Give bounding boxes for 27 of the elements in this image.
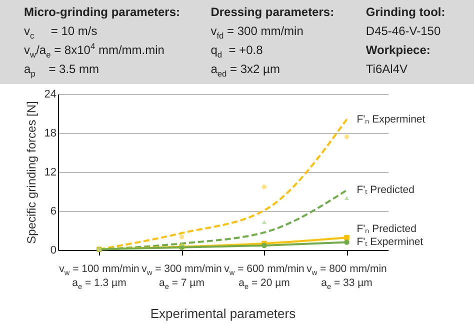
text: Ti6Al4V [366, 61, 408, 78]
text: Micro-grinding parameters: [24, 4, 182, 21]
x-tick-label: v$_{w}$ = 300 mm/min a$_{e}$ = 7 µm [142, 262, 222, 292]
series-label: F'ₙ Predicted [356, 223, 417, 236]
series-label: F'ₜ Experminet [356, 236, 424, 248]
text: a$_{ed}$ = 3x2 µm [210, 61, 281, 79]
y-tick-label: 18 [44, 128, 56, 140]
text: Dressing parameters: [210, 4, 336, 21]
text: q$_{d}$ = +0.8 [210, 42, 264, 60]
x-axis-title: Experimental parameters [149, 306, 297, 321]
y-tick-label: 0 [50, 244, 56, 256]
x-tick-label: v$_{w}$ = 600 mm/min a$_{e}$ = 20 µm [224, 262, 304, 292]
y-tick-label: 24 [44, 88, 56, 100]
text: v$_{c}$ = 10 m/s [24, 24, 98, 40]
text: v$_{w}$/a$_{e}$ = 8x10$^{4}$ mm/mm.min [24, 41, 166, 60]
text: a$_{p}$ = 3.5 mm [24, 62, 100, 78]
series-label: F'ₙ Experminet [356, 113, 426, 126]
text: D45-46-V-150 [366, 23, 442, 40]
y-tick-label: 12 [44, 166, 56, 178]
text: Workpiece: [366, 42, 432, 59]
text: Grinding tool: [366, 4, 446, 21]
x-tick-label: v$_{w}$ = 100 mm/min a$_{e}$ = 1.3 µm [59, 262, 140, 292]
series-label: F'ₜ Predicted [356, 184, 415, 196]
text: v$_{fd}$ = 300 mm/min [210, 23, 304, 41]
x-tick-label: v$_{w}$ = 800 mm/min a$_{e}$ = 33 µm [306, 262, 387, 292]
y-axis-title: Specific grinding forces [N] [24, 101, 38, 244]
y-tick-label: 6 [50, 206, 56, 218]
